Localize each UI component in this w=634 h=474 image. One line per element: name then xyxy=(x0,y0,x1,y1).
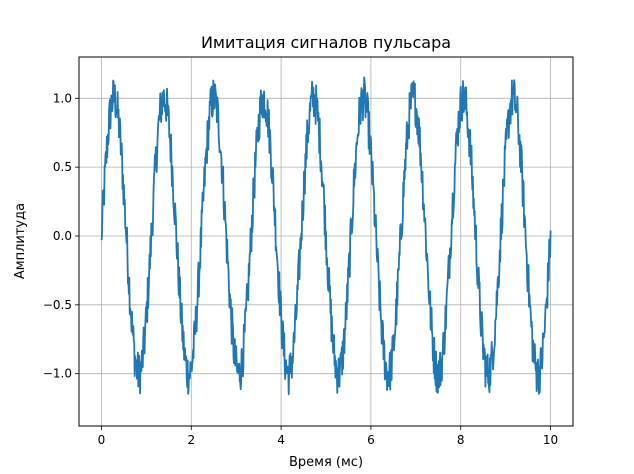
x-tick-label: 4 xyxy=(277,433,285,447)
y-tick-label: 1.0 xyxy=(53,91,72,105)
y-tick-label: 0.5 xyxy=(53,160,72,174)
y-axis: −1.0 −0.5 0.0 0.5 1.0 xyxy=(43,91,79,381)
x-axis: 0 2 4 6 8 10 xyxy=(98,426,558,447)
x-tick-label: 10 xyxy=(543,433,558,447)
chart-title: Имитация сигналов пульсара xyxy=(201,33,451,52)
plot-frame xyxy=(78,56,574,427)
x-tick-label: 2 xyxy=(187,433,195,447)
x-tick-label: 8 xyxy=(457,433,465,447)
y-tick-label: −0.5 xyxy=(43,298,72,312)
series-line xyxy=(100,76,552,396)
y-tick-label: −1.0 xyxy=(43,367,72,381)
x-tick-label: 0 xyxy=(98,433,106,447)
series-layer xyxy=(100,76,552,396)
y-tick-label: 0.0 xyxy=(53,229,72,243)
x-axis-label: Время (мс) xyxy=(289,455,363,470)
x-tick-label: 6 xyxy=(367,433,375,447)
y-axis-label: Амплитуда xyxy=(13,203,28,279)
